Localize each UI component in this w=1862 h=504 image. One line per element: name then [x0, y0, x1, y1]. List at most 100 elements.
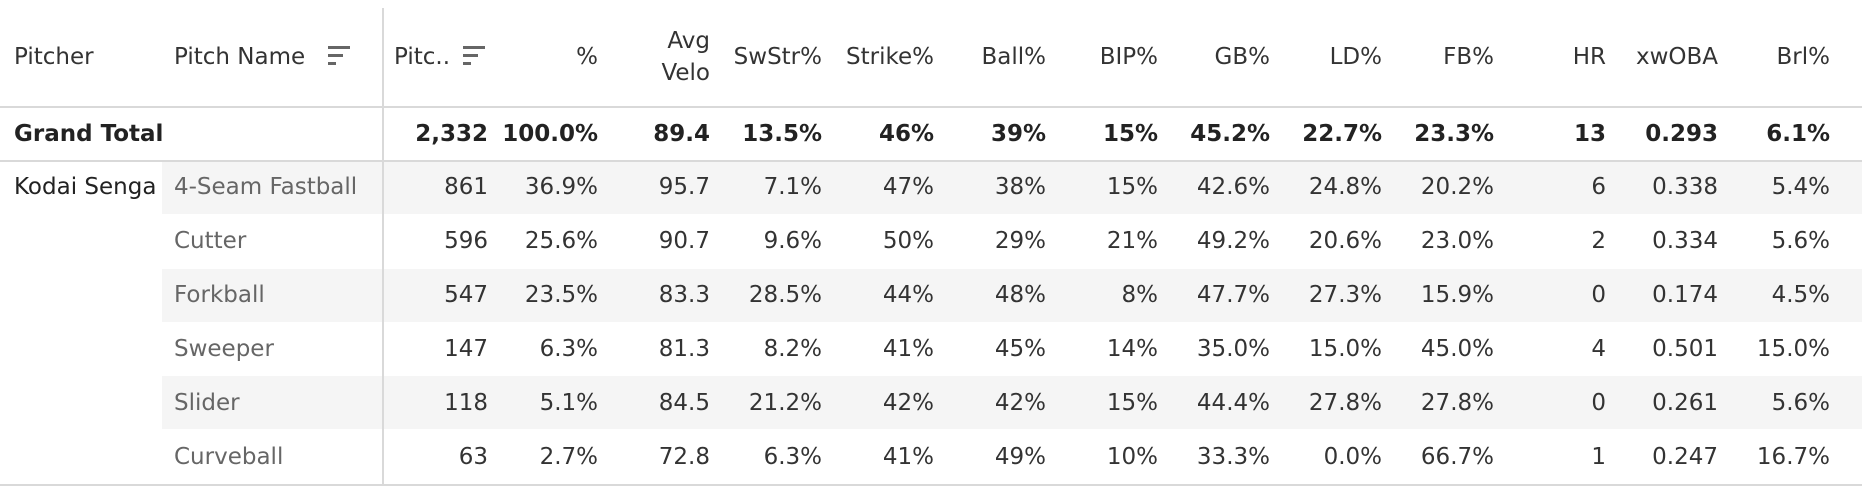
header-hr[interactable]: HR: [1572, 44, 1606, 70]
header-xwoba[interactable]: xwOBA: [1635, 44, 1718, 70]
ball-cell: 38%: [994, 174, 1046, 200]
hr-cell: 0: [1591, 390, 1606, 416]
bip-cell: 10%: [1106, 444, 1158, 470]
pct-cell: 6.3%: [539, 336, 598, 362]
pitch-name-cell: Slider: [174, 390, 240, 416]
swstr-cell: 8.2%: [763, 336, 822, 362]
gb-cell: 33.3%: [1196, 444, 1270, 470]
header-strike[interactable]: Strike%: [846, 44, 934, 70]
grand-total-pitches: 2,332: [415, 121, 488, 147]
grand-total-fb: 23.3%: [1414, 121, 1494, 147]
fb-cell: 45.0%: [1420, 336, 1494, 362]
header-pitcher[interactable]: Pitcher: [14, 44, 94, 70]
swstr-cell: 21.2%: [748, 390, 822, 416]
strike-cell: 50%: [882, 228, 934, 254]
header-ball[interactable]: Ball%: [981, 44, 1046, 70]
pct-cell: 36.9%: [524, 174, 598, 200]
grand-total-label: Grand Total: [14, 121, 164, 147]
header-pitches[interactable]: Pitc..: [394, 44, 451, 70]
gb-cell: 44.4%: [1196, 390, 1270, 416]
bip-cell: 15%: [1106, 390, 1158, 416]
brl-cell: 5.6%: [1771, 390, 1830, 416]
ball-cell: 49%: [994, 444, 1046, 470]
pct-cell: 25.6%: [524, 228, 598, 254]
hr-cell: 1: [1591, 444, 1606, 470]
fb-cell: 20.2%: [1420, 174, 1494, 200]
pitch-name-cell: 4-Seam Fastball: [174, 174, 358, 200]
avg-velo-cell: 81.3: [658, 336, 710, 362]
fb-cell: 15.9%: [1420, 282, 1494, 308]
grand-total-ld: 22.7%: [1302, 121, 1382, 147]
header-gb[interactable]: GB%: [1214, 44, 1270, 70]
xwoba-cell: 0.247: [1652, 444, 1718, 470]
brl-cell: 15.0%: [1756, 336, 1830, 362]
grand-total-ball: 39%: [990, 121, 1046, 147]
bip-cell: 15%: [1106, 174, 1158, 200]
swstr-cell: 9.6%: [763, 228, 822, 254]
avg-velo-cell: 90.7: [658, 228, 710, 254]
xwoba-cell: 0.501: [1652, 336, 1718, 362]
bip-cell: 8%: [1121, 282, 1159, 308]
row-stripe: [162, 161, 1862, 214]
header-ld[interactable]: LD%: [1329, 44, 1382, 70]
xwoba-cell: 0.174: [1652, 282, 1718, 308]
hr-cell: 0: [1591, 282, 1606, 308]
pitches-cell: 596: [444, 228, 488, 254]
sort-descending-icon[interactable]: [463, 46, 485, 68]
ld-cell: 20.6%: [1308, 228, 1382, 254]
fb-cell: 27.8%: [1420, 390, 1494, 416]
pitches-cell: 861: [444, 174, 488, 200]
bip-cell: 14%: [1106, 336, 1158, 362]
header-avg-velo-line1[interactable]: Avg: [667, 28, 710, 54]
pitch-name-cell: Forkball: [174, 282, 265, 308]
grand-total-hr: 13: [1573, 121, 1606, 147]
ld-cell: 24.8%: [1308, 174, 1382, 200]
header-divider: [382, 8, 384, 486]
grand-total-pct: 100.0%: [502, 121, 598, 147]
ball-cell: 42%: [994, 390, 1046, 416]
header-fb[interactable]: FB%: [1443, 44, 1494, 70]
fb-cell: 23.0%: [1420, 228, 1494, 254]
header-swstr[interactable]: SwStr%: [733, 44, 822, 70]
swstr-cell: 7.1%: [763, 174, 822, 200]
grand-total-avg-velo: 89.4: [653, 121, 710, 147]
strike-cell: 47%: [882, 174, 934, 200]
sort-descending-icon[interactable]: [328, 46, 350, 68]
pitch-name-cell: Sweeper: [174, 336, 274, 362]
ld-cell: 15.0%: [1308, 336, 1382, 362]
xwoba-cell: 0.338: [1652, 174, 1718, 200]
brl-cell: 5.6%: [1771, 228, 1830, 254]
bip-cell: 21%: [1106, 228, 1158, 254]
header-pct[interactable]: %: [576, 44, 598, 70]
row-stripe: [162, 376, 1862, 429]
grand-total-xwoba: 0.293: [1645, 121, 1718, 147]
pitches-cell: 547: [444, 282, 488, 308]
ld-cell: 27.3%: [1308, 282, 1382, 308]
header-pitch-name[interactable]: Pitch Name: [174, 44, 306, 70]
avg-velo-cell: 83.3: [658, 282, 710, 308]
strike-cell: 41%: [882, 336, 934, 362]
strike-cell: 44%: [882, 282, 934, 308]
header-avg-velo-line2[interactable]: Velo: [661, 60, 710, 86]
avg-velo-cell: 72.8: [658, 444, 710, 470]
gb-cell: 42.6%: [1196, 174, 1270, 200]
pct-cell: 5.1%: [539, 390, 598, 416]
row-stripe: [162, 269, 1862, 322]
hr-cell: 4: [1591, 336, 1606, 362]
gb-cell: 35.0%: [1196, 336, 1270, 362]
ball-cell: 29%: [994, 228, 1046, 254]
hr-cell: 6: [1591, 174, 1606, 200]
pitches-cell: 147: [444, 336, 488, 362]
grand-total-brl: 6.1%: [1766, 121, 1830, 147]
ball-cell: 48%: [994, 282, 1046, 308]
pct-cell: 2.7%: [539, 444, 598, 470]
grand-total-bip: 15%: [1102, 121, 1158, 147]
grand-total-bottom-line: [0, 160, 1862, 162]
pitches-cell: 63: [458, 444, 488, 470]
pct-cell: 23.5%: [524, 282, 598, 308]
header-brl[interactable]: Brl%: [1776, 44, 1830, 70]
brl-cell: 16.7%: [1756, 444, 1830, 470]
avg-velo-cell: 95.7: [658, 174, 710, 200]
header-bip[interactable]: BIP%: [1099, 44, 1158, 70]
gb-cell: 49.2%: [1196, 228, 1270, 254]
